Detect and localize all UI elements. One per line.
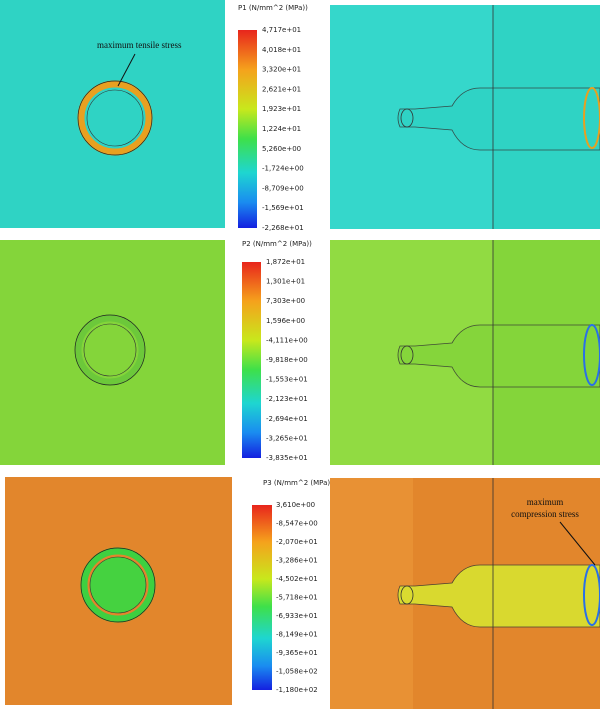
hole-edge: [77, 80, 153, 156]
legend-label: -8,547e+00: [276, 520, 318, 528]
legend-label: -2,070e+01: [276, 538, 318, 546]
bottle-base: [583, 324, 600, 386]
bottle-base: [583, 87, 600, 149]
bottle-base: [583, 564, 600, 626]
hole: [86, 89, 144, 147]
colorbar: [252, 505, 272, 690]
legend-label: 1,872e+01: [266, 258, 305, 266]
colorbar: [238, 30, 257, 228]
legend-label: 1,596e+00: [266, 317, 305, 325]
legend-label: -6,933e+01: [276, 612, 318, 620]
legend-label: -4,111e+00: [266, 336, 308, 344]
legend-label: -3,265e+01: [266, 434, 308, 442]
legend-label: 2,621e+01: [262, 85, 301, 93]
legend-label: -8,709e+00: [262, 184, 304, 192]
legend-label: -2,268e+01: [262, 224, 304, 232]
bottle: [397, 564, 600, 628]
bottle-mouth: [400, 108, 414, 128]
bottle-mouth: [400, 345, 414, 365]
legend-label: 3,610e+00: [276, 501, 315, 509]
bottle: [397, 324, 600, 388]
legend-label: -3,286e+01: [276, 557, 318, 565]
hole: [83, 323, 137, 377]
legend-label: -1,058e+02: [276, 668, 318, 676]
hole-ring: [77, 80, 153, 156]
hole-edge: [80, 547, 156, 623]
hole-ring: [80, 547, 156, 623]
legend-label: -8,149e+01: [276, 631, 318, 639]
legend-label: -1,553e+01: [266, 376, 308, 384]
legend-label: 7,303e+00: [266, 297, 305, 305]
legend-label: 4,018e+01: [262, 46, 301, 54]
legend-label: 1,224e+01: [262, 125, 301, 133]
legend-label: 5,260e+00: [262, 145, 301, 153]
legend-label: -9,818e+00: [266, 356, 308, 364]
legend-label: -1,569e+01: [262, 204, 304, 212]
bottle-mouth: [400, 585, 414, 605]
legend-label: -4,502e+01: [276, 575, 318, 583]
hole-edge: [74, 314, 146, 386]
legend-title: P3 (N/mm^2 (MPa)): [263, 479, 333, 487]
legend-label: 1,923e+01: [262, 105, 301, 113]
legend-label: -9,365e+01: [276, 649, 318, 657]
bottle: [397, 87, 600, 151]
legend-label: 4,717e+01: [262, 26, 301, 34]
colorbar: [242, 262, 261, 458]
annotation: compression stress: [511, 509, 579, 519]
annotation-arrow: [117, 53, 136, 87]
legend-label: 3,320e+01: [262, 66, 301, 74]
legend-label: 1,301e+01: [266, 278, 305, 286]
legend-label: -1,724e+00: [262, 165, 304, 173]
legend-label: -5,718e+01: [276, 594, 318, 602]
legend-label: -2,694e+01: [266, 415, 308, 423]
legend-label: -1,180e+02: [276, 686, 318, 694]
annotation: maximum tensile stress: [97, 40, 182, 50]
annotation-arrow: [559, 521, 596, 566]
legend-title: P2 (N/mm^2 (MPa)): [242, 240, 312, 248]
legend-label: -3,835e+01: [266, 454, 308, 462]
legend-title: P1 (N/mm^2 (MPa)): [238, 4, 308, 12]
annotation: maximum: [527, 497, 564, 507]
hole: [89, 556, 147, 614]
legend-label: -2,123e+01: [266, 395, 308, 403]
hole-ring: [74, 314, 146, 386]
